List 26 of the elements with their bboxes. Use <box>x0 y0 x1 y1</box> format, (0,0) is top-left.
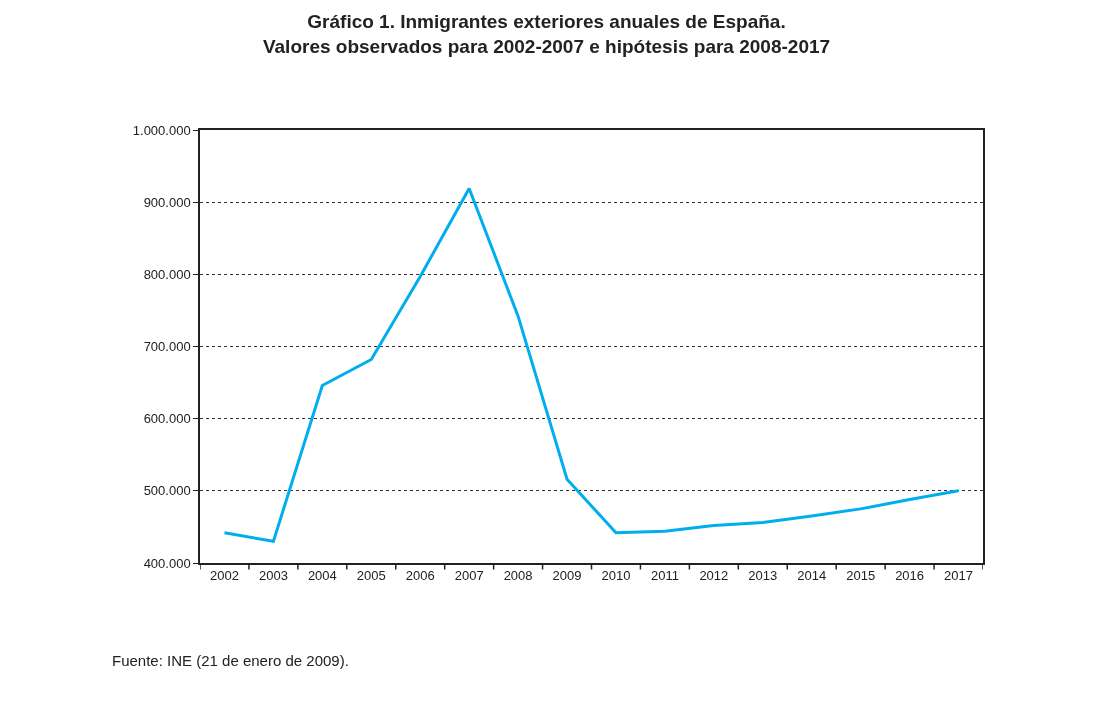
x-tick-label: 2004 <box>307 568 337 584</box>
x-tick-label: 2012 <box>699 568 729 584</box>
y-tick-label: 800.000 <box>143 266 191 282</box>
y-tick-label: 500.000 <box>143 483 191 499</box>
y-tick-label: 400.000 <box>143 555 191 571</box>
y-tick-label: 1.000.000 <box>132 122 191 138</box>
x-tick-label: 2017 <box>944 568 973 584</box>
x-tick-label: 2006 <box>405 568 435 584</box>
x-tick-label: 2002 <box>210 568 239 584</box>
x-tick-label: 2005 <box>356 568 386 584</box>
x-tick-label: 2003 <box>258 568 288 584</box>
source-note: Fuente: INE (21 de enero de 2009). <box>112 652 349 669</box>
line-series <box>222 186 961 543</box>
x-tick-label: 2013 <box>748 568 778 584</box>
y-tick-label: 900.000 <box>143 194 191 210</box>
x-tick-label: 2015 <box>846 568 876 584</box>
x-tick-label: 2010 <box>601 568 631 584</box>
x-tick-label: 2008 <box>503 568 533 584</box>
x-tick-label: 2016 <box>895 568 925 584</box>
x-tick-label: 2014 <box>797 568 827 584</box>
x-tick-label: 2011 <box>650 568 679 584</box>
x-tick-label: 2007 <box>454 568 484 584</box>
chart-title: Gráfico 1. Inmigrantes exteriores anuales de España. Valores observados para 2002-2007 e hipótesis para 2008-2017 <box>262 11 831 57</box>
y-tick-label: 600.000 <box>143 411 191 427</box>
y-tick-label: 700.000 <box>143 339 191 355</box>
x-tick-label: 2009 <box>552 568 582 584</box>
